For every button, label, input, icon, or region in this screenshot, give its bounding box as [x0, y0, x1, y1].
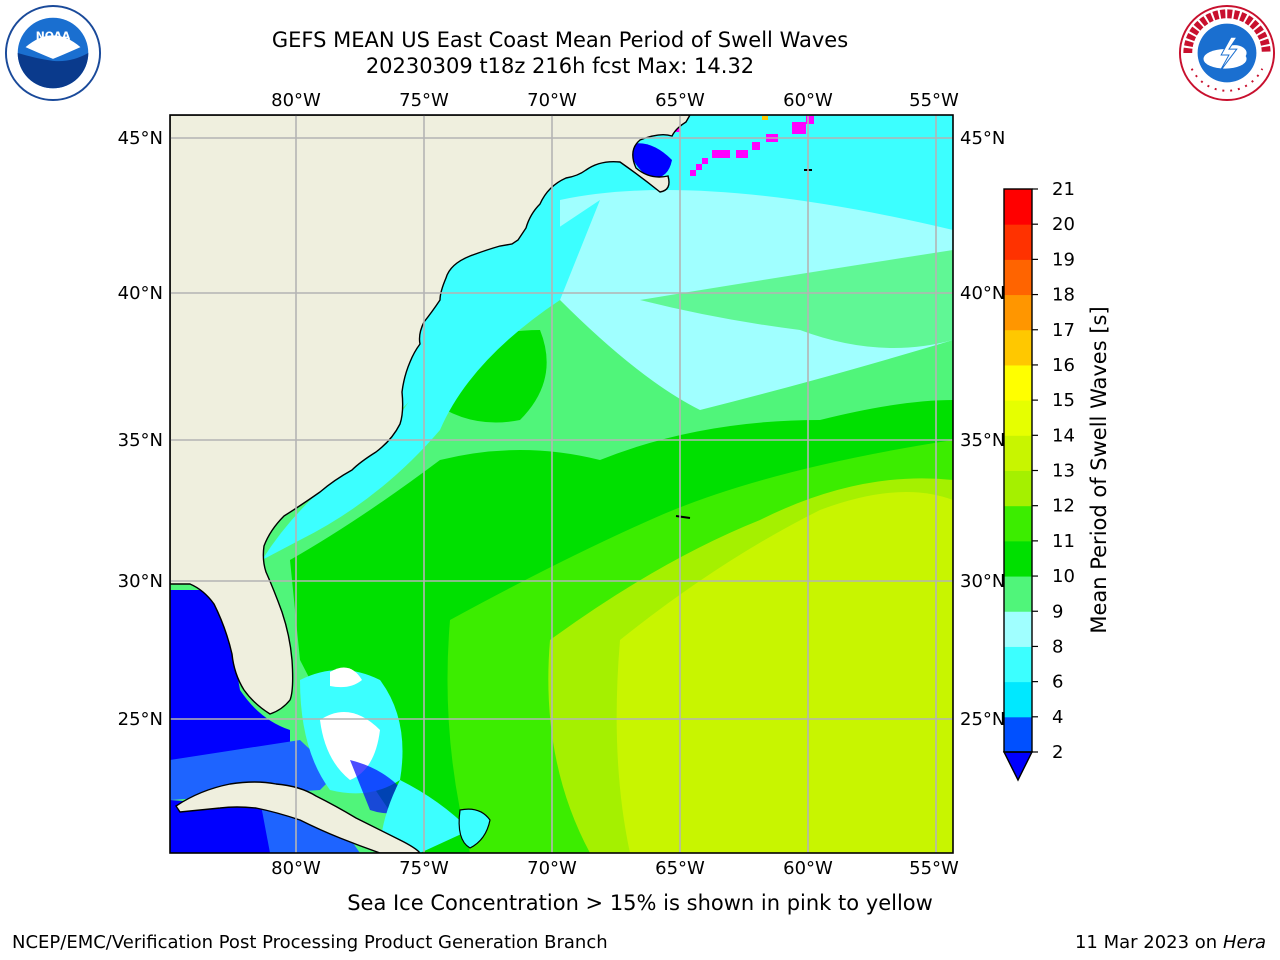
map-subtitle: 20230309 t18z 216h fcst Max: 14.32: [365, 54, 755, 78]
lon-label-top: 60°W: [783, 90, 833, 111]
colorbar-tick-label: 17: [1052, 320, 1075, 341]
lon-label-bottom: 60°W: [783, 858, 833, 879]
north-america-land: [170, 115, 691, 715]
noaa-logo: NOAA: [4, 4, 102, 102]
lon-label-top: 80°W: [271, 90, 321, 111]
colorbar-segment: [1004, 329, 1032, 366]
lat-label-right: 25°N: [960, 709, 1005, 730]
colorbar-segment: [1004, 364, 1032, 401]
map-field: [170, 115, 953, 853]
colorbar-segment: [1004, 294, 1032, 331]
colorbar-tick-label: 12: [1052, 496, 1075, 517]
colorbar-tick-label: 15: [1052, 390, 1075, 411]
lon-label-top: 70°W: [527, 90, 577, 111]
colorbar-segment: [1004, 681, 1032, 718]
nws-logo: [1178, 4, 1276, 102]
colorbar-segment: [1004, 646, 1032, 683]
lat-label-right: 45°N: [960, 128, 1005, 149]
colorbar-tick-label: 6: [1052, 672, 1063, 693]
lon-label-top: 55°W: [909, 90, 959, 111]
credit-machine: Hera: [1222, 932, 1266, 953]
lat-label-left: 35°N: [118, 430, 163, 451]
colorbar-segment: [1004, 400, 1032, 436]
colorbar-tick-label: 10: [1052, 566, 1075, 587]
credit-date: 11 Mar 2023 on Hera: [1075, 932, 1266, 953]
lat-labels-left: 45°N 40°N 35°N 30°N 25°N: [118, 128, 163, 730]
colorbar-tick-label: 9: [1052, 601, 1063, 622]
lat-label-left: 40°N: [118, 283, 163, 304]
lon-label-bottom: 80°W: [271, 858, 321, 879]
svg-text:NOAA: NOAA: [36, 29, 71, 42]
lon-labels-bottom: 80°W 75°W 70°W 65°W 60°W 55°W: [271, 858, 959, 879]
lat-label-left: 30°N: [118, 571, 163, 592]
lat-label-left: 45°N: [118, 128, 163, 149]
colorbar-segment: [1004, 505, 1032, 542]
lat-label-right: 40°N: [960, 283, 1005, 304]
lon-label-top: 75°W: [399, 90, 449, 111]
lon-labels-top: 80°W 75°W 70°W 65°W 60°W 55°W: [271, 90, 959, 111]
lon-label-bottom: 55°W: [909, 858, 959, 879]
colorbar-segment: [1004, 470, 1032, 507]
colorbar-segment: [1004, 224, 1032, 260]
colorbar-tick-label: 13: [1052, 461, 1075, 482]
map-title: GEFS MEAN US East Coast Mean Period of S…: [271, 28, 849, 52]
colorbar-tick-label: 18: [1052, 285, 1075, 306]
colorbar-segment: [1004, 540, 1032, 577]
colorbar: 2 4 6 8 9 10 11 12 13 14 15 16 17 18 19 20 21: [1002, 179, 1075, 782]
colorbar-tick-label: 11: [1052, 531, 1075, 552]
colorbar-tick-label: 20: [1052, 214, 1075, 235]
colorbar-tick-label: 19: [1052, 249, 1075, 270]
lon-label-bottom: 70°W: [527, 858, 577, 879]
map-frame: [169, 114, 954, 854]
lon-label-top: 65°W: [655, 90, 705, 111]
colorbar-tick-label: 4: [1052, 707, 1063, 728]
colorbar-segment: [1004, 259, 1032, 296]
lat-label-right: 35°N: [960, 430, 1005, 451]
sea-ice-note: Sea Ice Concentration > 15% is shown in …: [347, 891, 933, 915]
colorbar-extend-arrow: [1002, 751, 1034, 782]
colorbar-label: Mean Period of Swell Waves [s]: [1087, 306, 1111, 633]
credit-date-text: 11 Mar 2023 on: [1074, 932, 1218, 953]
lon-label-bottom: 65°W: [655, 858, 705, 879]
colorbar-segment: [1004, 189, 1032, 225]
lat-label-left: 25°N: [118, 709, 163, 730]
colorbar-segment: [1004, 611, 1032, 647]
colorbar-tick-label: 8: [1052, 636, 1063, 657]
grid-lines: [170, 115, 953, 853]
lon-label-bottom: 75°W: [399, 858, 449, 879]
cuba-land: [175, 781, 421, 853]
credit-branch: NCEP/EMC/Verification Post Processing Pr…: [12, 932, 608, 953]
colorbar-tick-label: 14: [1052, 425, 1075, 446]
colorbar-tick-label: 16: [1052, 355, 1075, 376]
colorbar-segment: [1004, 576, 1032, 612]
lat-label-right: 30°N: [960, 571, 1005, 592]
lat-labels-right: 45°N 40°N 35°N 30°N 25°N: [960, 128, 1005, 730]
colorbar-tick-label: 2: [1052, 742, 1063, 763]
colorbar-segment: [1004, 716, 1032, 753]
colorbar-tick-label: 21: [1052, 179, 1075, 200]
colorbar-segment: [1004, 435, 1032, 471]
